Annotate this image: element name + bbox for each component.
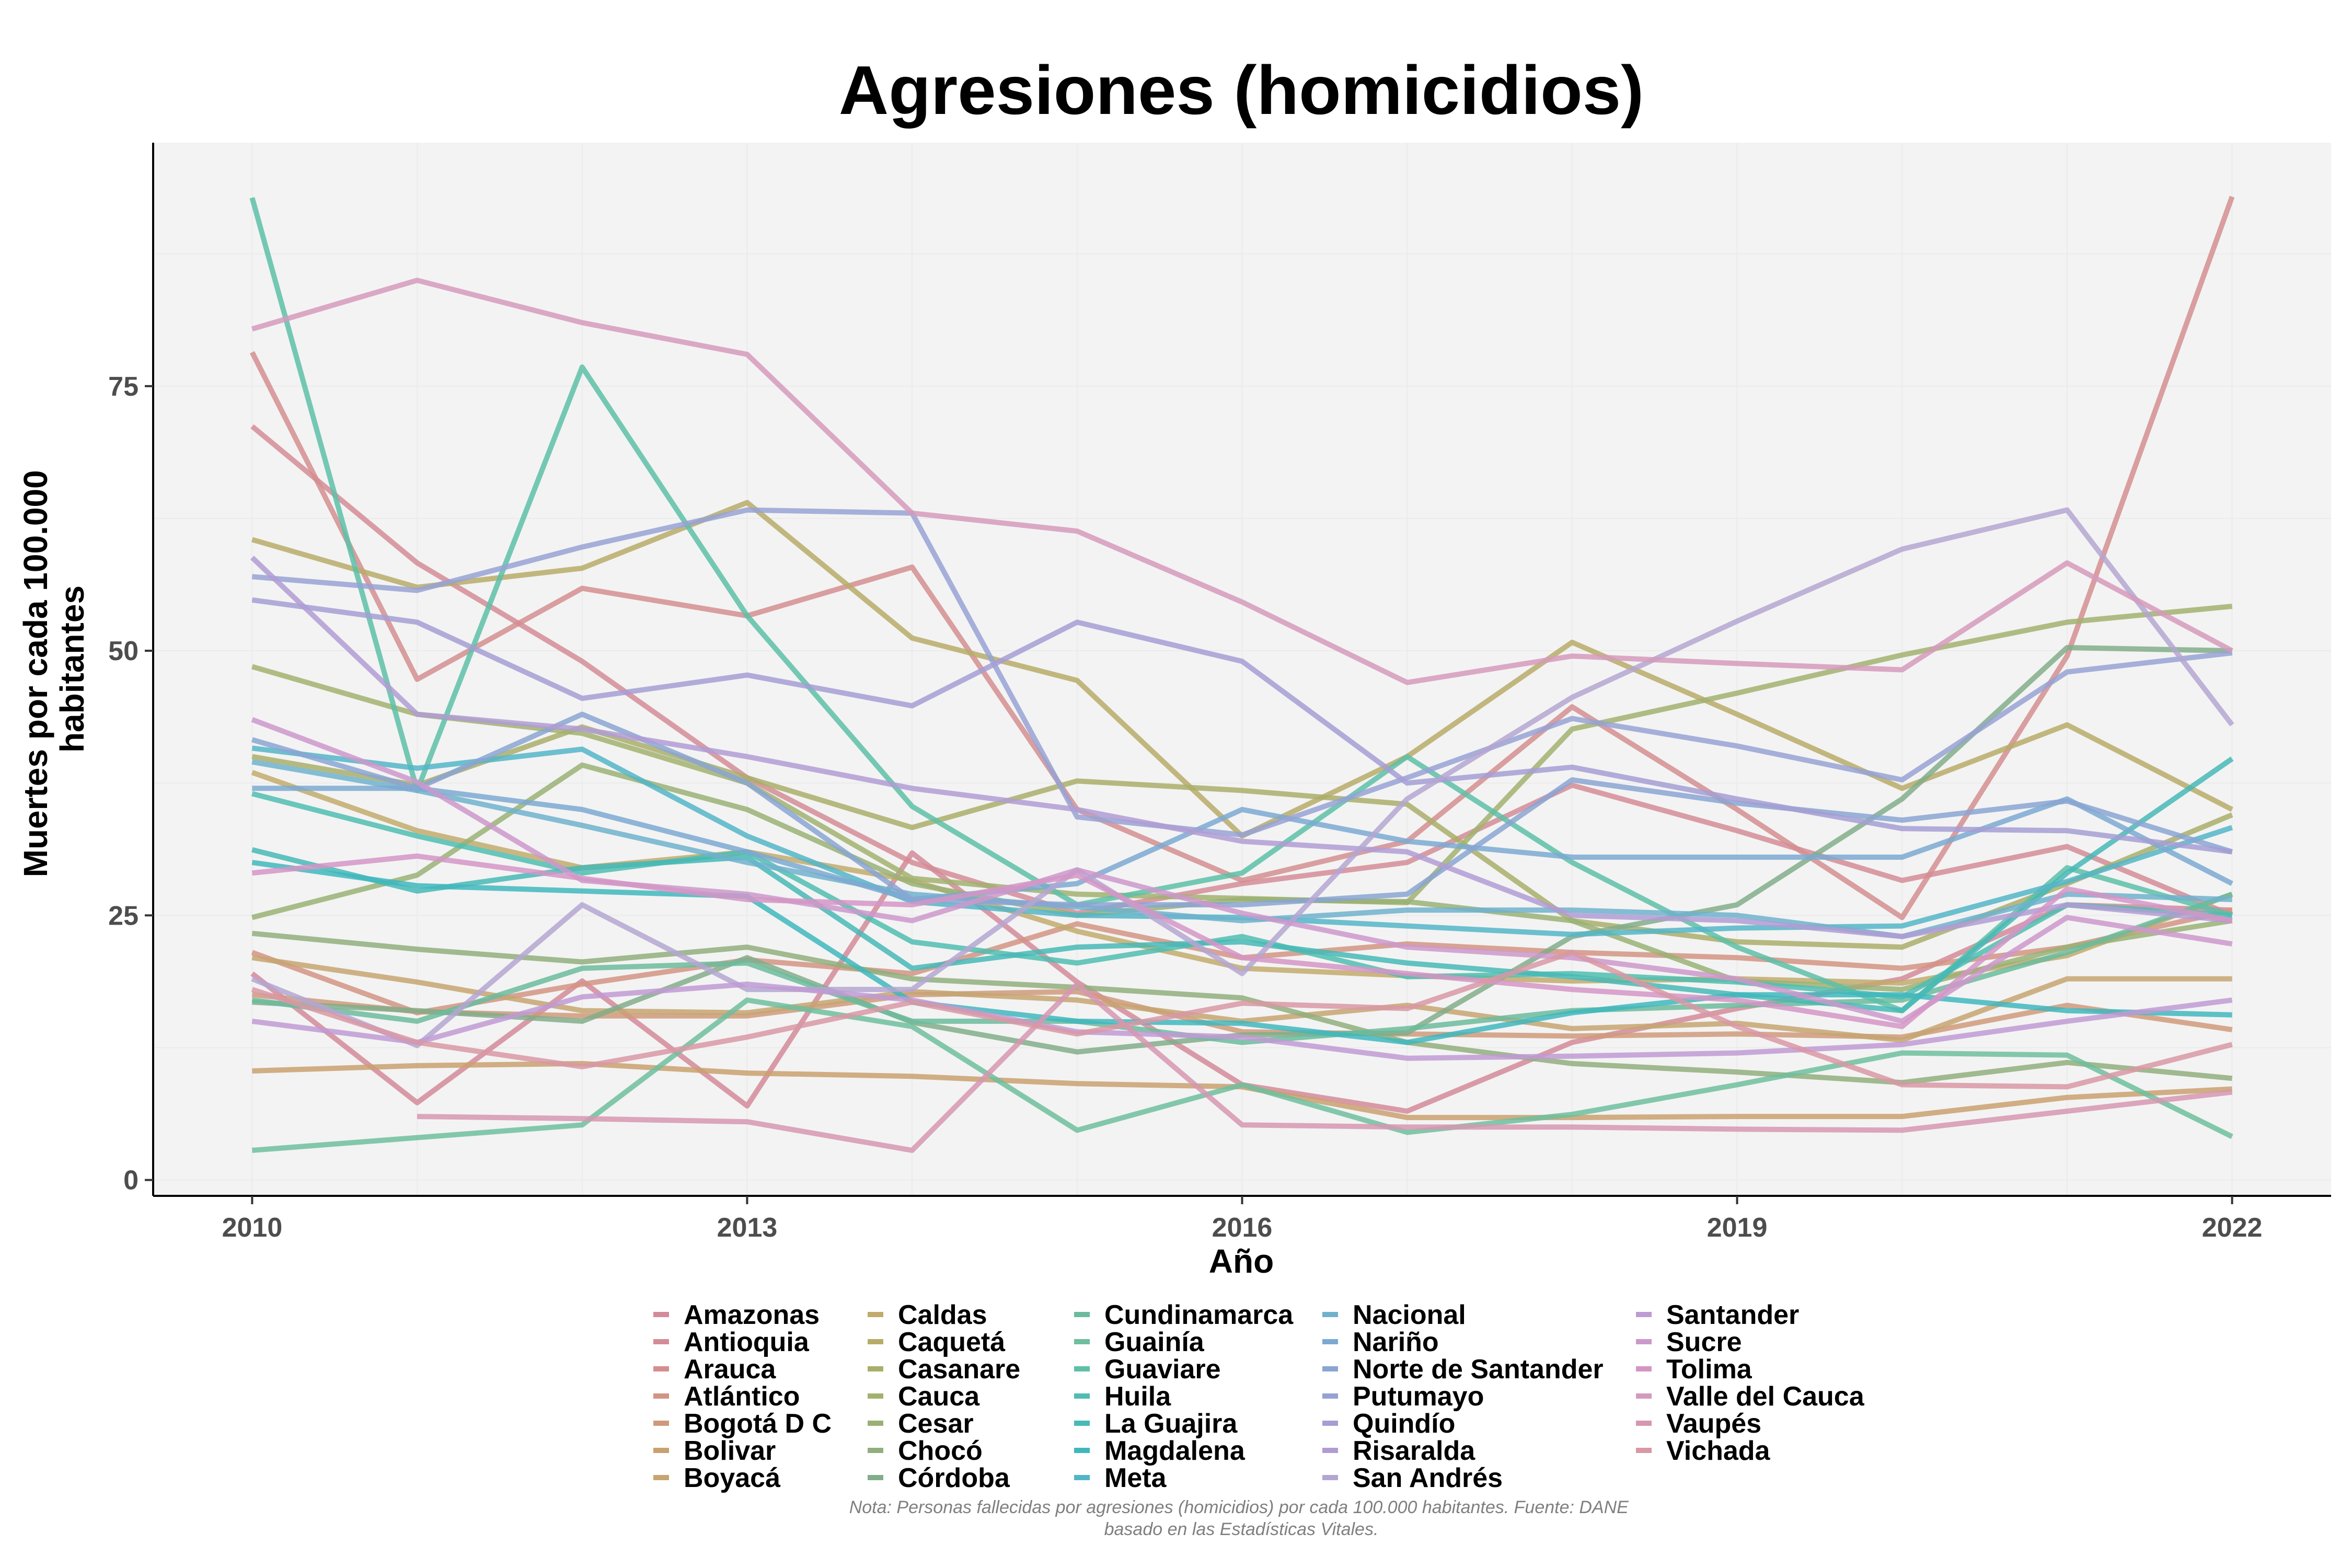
y-axis-ticks: 0 25 50 75 [108, 372, 153, 1196]
series-line-cundinamarca [251, 892, 2233, 1045]
legend-label: Córdoba [898, 1463, 1010, 1493]
legend-label: Caquetá [898, 1327, 1006, 1357]
legend-label: Cesar [898, 1409, 974, 1439]
legend-label: Norte de Santander [1353, 1354, 1604, 1385]
series-line-vichada [251, 950, 2233, 1090]
x-axis-ticks: 2010 2013 2016 2019 2022 [222, 1196, 2263, 1243]
x-tick-label: 2013 [717, 1213, 778, 1243]
legend-label: La Guajira [1104, 1409, 1238, 1439]
legend-label: Chocó [898, 1436, 983, 1466]
series-line-antioquia [250, 424, 2233, 918]
legend-label: Nariño [1353, 1327, 1439, 1357]
legend-label: Bogotá D C [684, 1409, 832, 1439]
series-line-tolima [251, 853, 2233, 1029]
caption: Nota: Personas fallecidas por agresiones… [849, 1497, 1634, 1539]
series-line-meta [251, 745, 2233, 937]
legend-label: Meta [1104, 1463, 1167, 1493]
x-axis-title: Año [1209, 1242, 1274, 1280]
series-line-la-guajira [251, 756, 2234, 1013]
legend-label: Quindío [1353, 1409, 1455, 1439]
legend-label: Boyacá [684, 1463, 781, 1493]
legend-label: San Andrés [1353, 1463, 1503, 1493]
legend-label: Risaralda [1353, 1436, 1475, 1466]
series-line-risaralda [250, 556, 2233, 939]
chart-title: Agresiones (homicidios) [839, 52, 1644, 129]
legend-label: Antioquia [684, 1327, 810, 1357]
legend-label: Cauca [898, 1381, 980, 1412]
series-line-quindio [251, 597, 2233, 855]
legend-label: Huila [1104, 1381, 1171, 1412]
series-line-narino [252, 786, 2233, 902]
series-line-valle-del-cauca [251, 278, 2233, 685]
y-tick-label: 50 [108, 636, 139, 666]
legend-label: Bolivar [684, 1436, 776, 1466]
legend-label: Casanare [898, 1354, 1020, 1385]
legend-label: Magdalena [1104, 1436, 1246, 1466]
legend-label: Cundinamarca [1104, 1300, 1294, 1330]
series-line-san-andres [251, 507, 2234, 1048]
y-tick-label: 75 [108, 372, 139, 402]
y-tick-label: 0 [123, 1166, 139, 1196]
series-line-arauca [249, 195, 2235, 920]
series-line-magdalena [251, 860, 2232, 1045]
series-line-bogota-d-c [251, 989, 2233, 1040]
y-axis-title: Muertes por cada 100.000 habitantes [17, 461, 91, 878]
series-line-putumayo [251, 507, 2233, 838]
y-tick-label: 25 [108, 901, 139, 931]
legend-label: Putumayo [1353, 1381, 1484, 1412]
legend-label: Santander [1666, 1300, 1799, 1330]
legend-label: Caldas [898, 1300, 987, 1330]
series-line-norte-de-santander [251, 711, 2233, 908]
caption-line-2: basado en las Estadísticas Vitales. [1104, 1519, 1379, 1539]
legend-label: Arauca [684, 1354, 776, 1385]
legend-label: Guaviare [1104, 1354, 1221, 1385]
series-line-cesar [251, 762, 2233, 993]
legend-label: Tolima [1666, 1354, 1753, 1385]
legend-label: Atlántico [684, 1381, 800, 1412]
x-tick-label: 2022 [2202, 1213, 2263, 1243]
y-axis-title-line-1: Muertes por cada 100.000 [17, 470, 54, 877]
legend-label: Vichada [1666, 1436, 1771, 1466]
x-tick-label: 2019 [1707, 1213, 1768, 1243]
series-lines [249, 195, 2235, 1153]
legend-label: Guainía [1104, 1327, 1205, 1357]
legend-label: Sucre [1666, 1327, 1742, 1357]
legend-label: Amazonas [684, 1300, 820, 1330]
legend-label: Valle del Cauca [1666, 1381, 1865, 1412]
series-line-santander [251, 982, 2233, 1061]
x-tick-label: 2016 [1212, 1213, 1273, 1243]
caption-line-1: Nota: Personas fallecidas por agresiones… [849, 1497, 1629, 1517]
legend-label: Vaupés [1666, 1409, 1761, 1439]
series-line-vaupes [417, 982, 2233, 1153]
series-line-guainia [252, 997, 2233, 1153]
legend-label: Nacional [1353, 1300, 1466, 1330]
y-axis-title-line-2: habitantes [53, 585, 91, 753]
x-tick-label: 2010 [222, 1213, 283, 1243]
